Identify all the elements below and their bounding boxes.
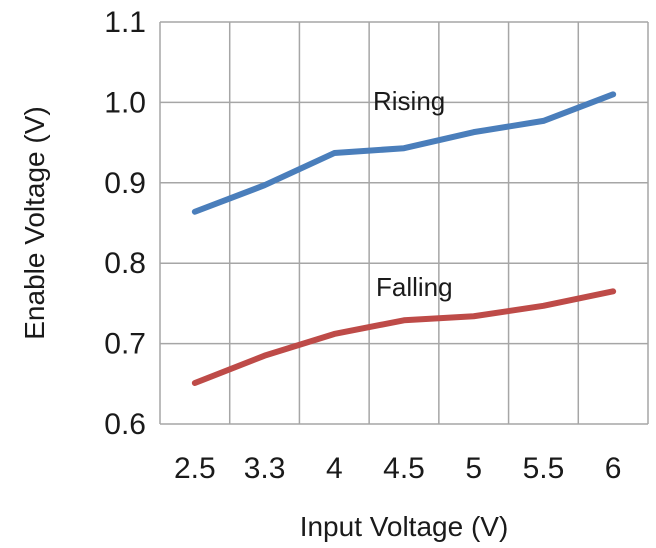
x-tick-label: 2.5 (174, 452, 216, 485)
x-axis-ticks: 2.5 3.3 4 4.5 5 5.5 6 (174, 452, 621, 485)
series-labels: Rising Falling (373, 86, 453, 302)
series-line-falling (191, 288, 617, 386)
y-axis-ticks: 0.6 0.7 0.8 0.9 1.0 1.1 (104, 6, 146, 441)
grid (159, 21, 649, 425)
x-axis-title: Input Voltage (V) (300, 511, 509, 542)
data-point-falling (403, 319, 405, 321)
data-point-rising (542, 120, 544, 122)
y-tick-label: 0.6 (104, 408, 146, 441)
data-point-falling (473, 315, 475, 317)
data-point-rising (473, 131, 475, 133)
y-axis-title: Enable Voltage (V) (19, 106, 50, 340)
y-tick-label: 1.0 (104, 86, 146, 119)
y-tick-label: 1.1 (104, 6, 146, 39)
data-point-falling (333, 333, 335, 335)
series-label-falling: Falling (376, 272, 453, 302)
y-tick-label: 0.7 (104, 328, 146, 361)
data-point-rising (264, 184, 266, 186)
data-point-falling (194, 382, 196, 384)
y-tick-label: 0.8 (104, 247, 146, 280)
x-tick-label: 5 (465, 452, 482, 485)
data-point-rising (403, 147, 405, 149)
data-point-falling (612, 290, 614, 292)
x-tick-label: 4 (326, 452, 343, 485)
x-tick-label: 5.5 (523, 452, 565, 485)
y-tick-label: 0.9 (104, 167, 146, 200)
data-point-rising (612, 93, 614, 95)
data-point-falling (264, 355, 266, 357)
x-tick-label: 3.3 (244, 452, 286, 485)
data-point-rising (333, 152, 335, 154)
data-point-falling (542, 305, 544, 307)
series-lines (191, 91, 617, 386)
x-tick-label: 6 (605, 452, 622, 485)
data-point-rising (194, 211, 196, 213)
series-label-rising: Rising (373, 86, 445, 116)
x-tick-label: 4.5 (383, 452, 425, 485)
